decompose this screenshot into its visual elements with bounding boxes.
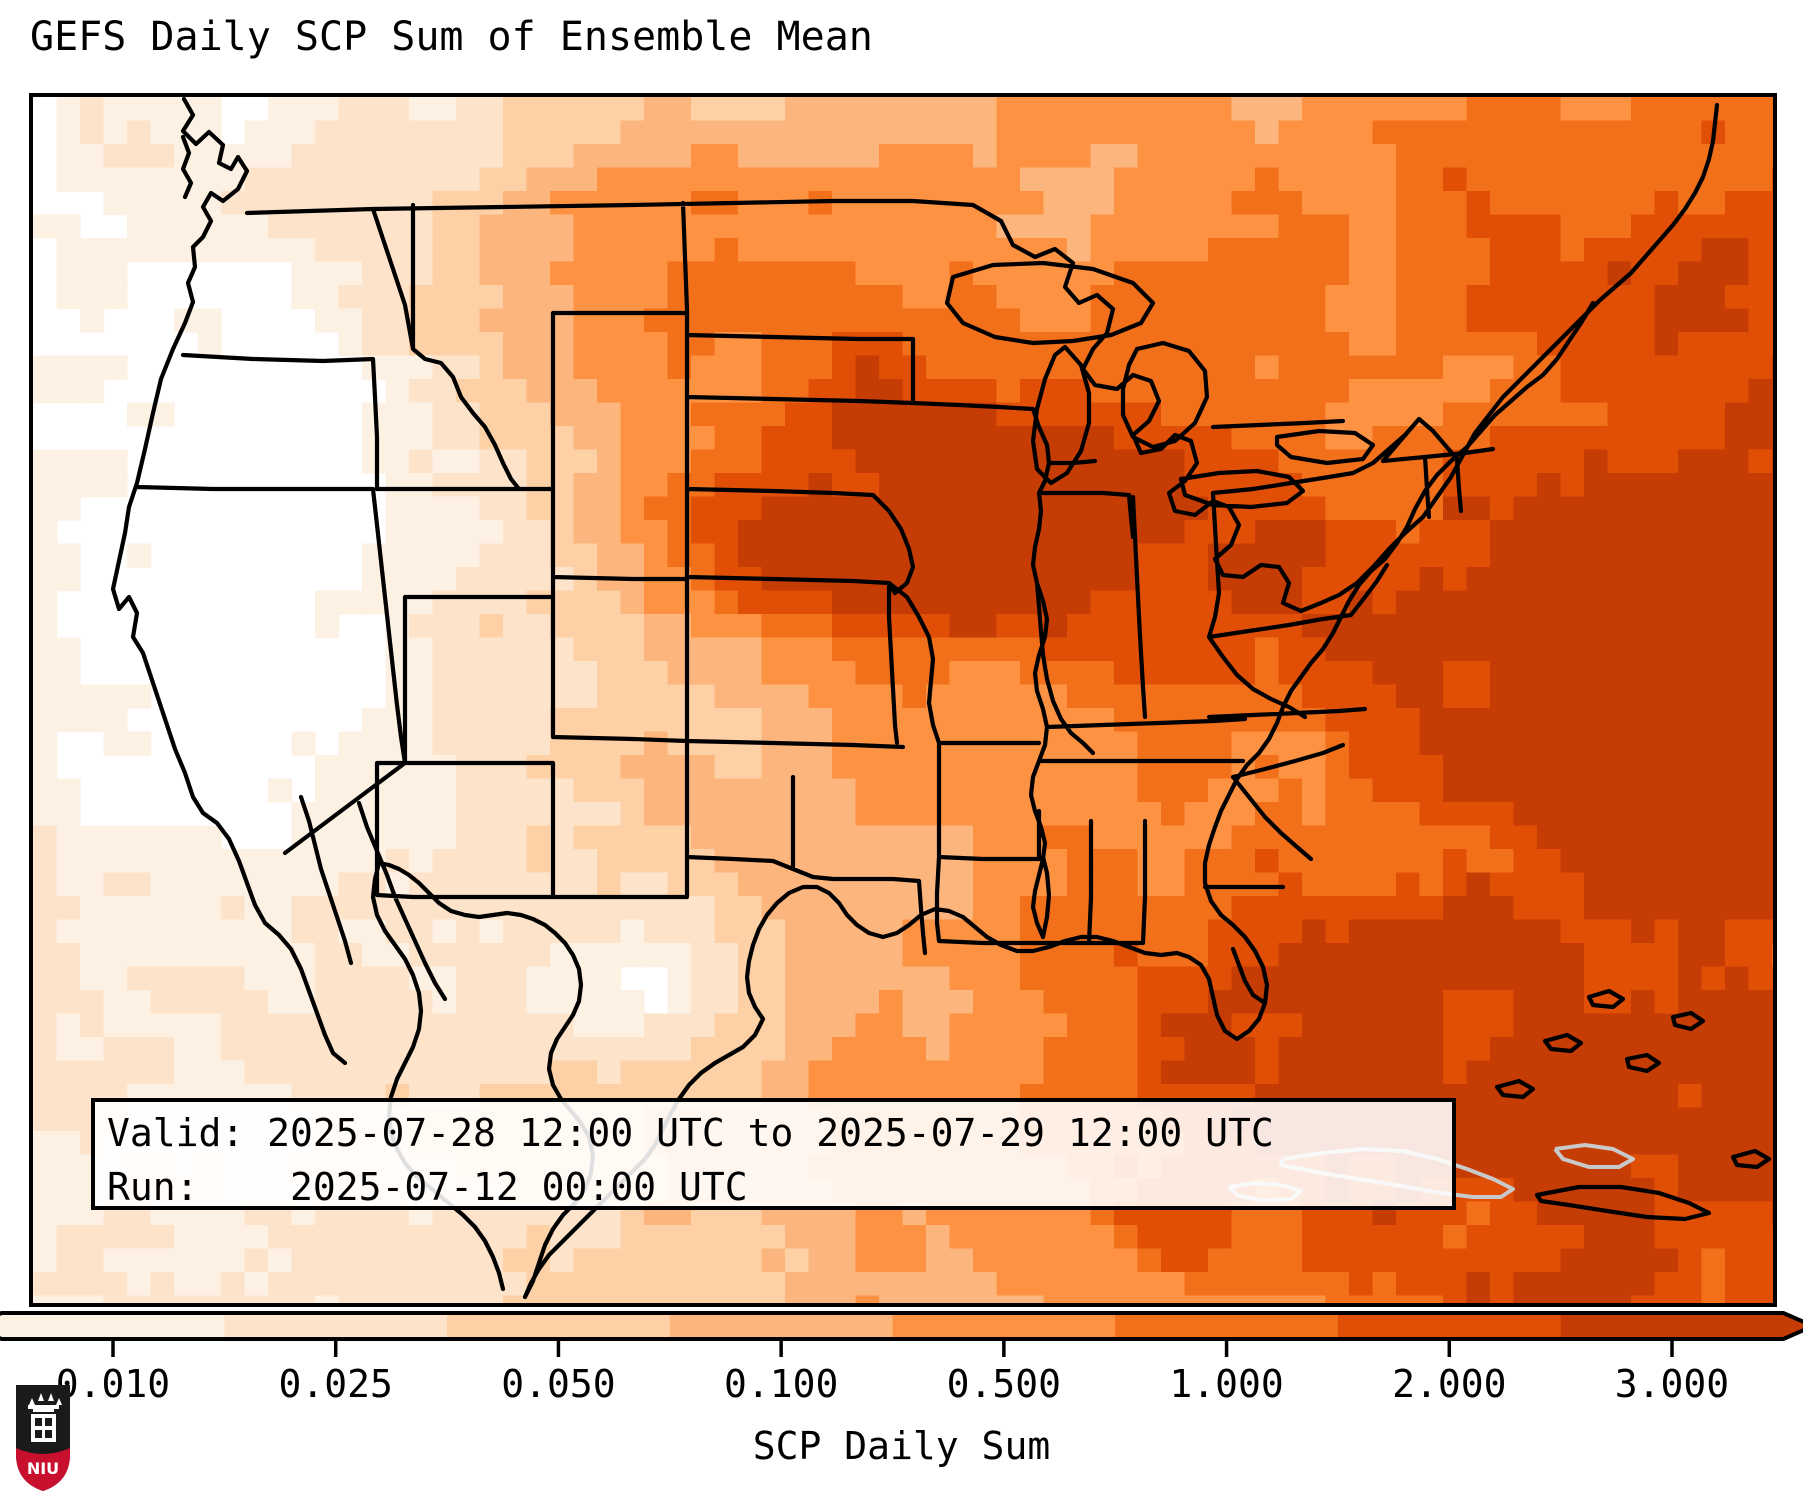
niu-logo-text: NIU <box>27 1459 59 1478</box>
run-time-text: Run: 2025-07-12 00:00 UTC <box>107 1165 748 1209</box>
colorbar-svg: 0.010 0.025 0.050 0.100 0.500 1.000 2.000 3.000 <box>0 1311 1803 1406</box>
colorbar-tick-label: 0.010 <box>56 1362 170 1406</box>
map-panel: Valid: 2025-07-28 12:00 UTC to 2025-07-2… <box>29 93 1777 1307</box>
colorbar-tick-label: 0.025 <box>279 1362 393 1406</box>
valid-run-annotation: Valid: 2025-07-28 12:00 UTC to 2025-07-2… <box>91 1098 1456 1210</box>
colorbar-panel: 0.010 0.025 0.050 0.100 0.500 1.000 2.000 3.000 <box>0 1300 1803 1500</box>
colorbar-axis-label: SCP Daily Sum <box>752 1424 1051 1468</box>
colorbar-outline <box>0 1311 1803 1341</box>
colorbar-tick-label: 0.500 <box>947 1362 1061 1406</box>
niu-logo: NIU <box>16 1385 70 1491</box>
geography-outlines <box>110 97 1772 1300</box>
page-title: GEFS Daily SCP Sum of Ensemble Mean <box>30 14 873 60</box>
colorbar-tick-labels: 0.010 0.025 0.050 0.100 0.500 1.000 2.000 3.000 <box>56 1362 1729 1406</box>
valid-time-text: Valid: 2025-07-28 12:00 UTC to 2025-07-2… <box>107 1111 1274 1155</box>
colorbar-tick-label: 0.100 <box>724 1362 838 1406</box>
colorbar-tick-label: 3.000 <box>1615 1362 1729 1406</box>
colorbar-tick-label: 1.000 <box>1169 1362 1283 1406</box>
colorbar-bands <box>0 1313 1803 1339</box>
colorbar-ticks <box>111 1339 1674 1357</box>
colorbar-tick-label: 2.000 <box>1392 1362 1506 1406</box>
colorbar-tick-label: 0.050 <box>501 1362 615 1406</box>
